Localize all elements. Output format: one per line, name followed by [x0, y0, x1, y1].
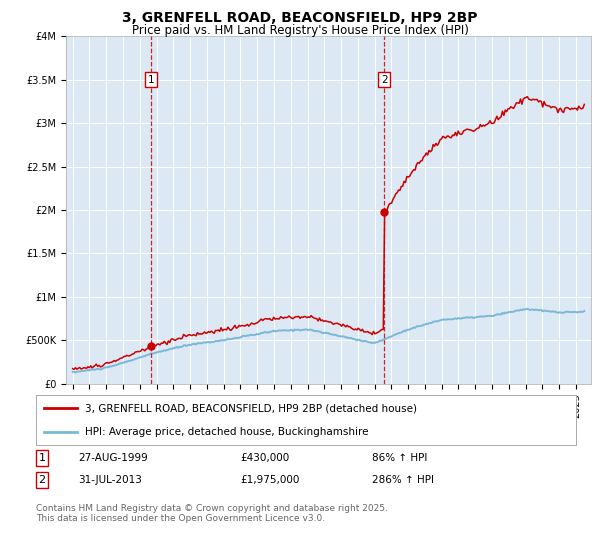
Text: 286% ↑ HPI: 286% ↑ HPI — [372, 475, 434, 485]
Text: 1: 1 — [38, 453, 46, 463]
Text: 3, GRENFELL ROAD, BEACONSFIELD, HP9 2BP: 3, GRENFELL ROAD, BEACONSFIELD, HP9 2BP — [122, 11, 478, 25]
Text: 3, GRENFELL ROAD, BEACONSFIELD, HP9 2BP (detached house): 3, GRENFELL ROAD, BEACONSFIELD, HP9 2BP … — [85, 403, 416, 413]
Text: 1: 1 — [148, 75, 154, 85]
Text: £430,000: £430,000 — [240, 453, 289, 463]
Text: Price paid vs. HM Land Registry's House Price Index (HPI): Price paid vs. HM Land Registry's House … — [131, 24, 469, 36]
Text: 31-JUL-2013: 31-JUL-2013 — [78, 475, 142, 485]
Text: 86% ↑ HPI: 86% ↑ HPI — [372, 453, 427, 463]
Text: 2: 2 — [381, 75, 388, 85]
Text: 27-AUG-1999: 27-AUG-1999 — [78, 453, 148, 463]
Text: £1,975,000: £1,975,000 — [240, 475, 299, 485]
Text: 2: 2 — [38, 475, 46, 485]
Text: HPI: Average price, detached house, Buckinghamshire: HPI: Average price, detached house, Buck… — [85, 427, 368, 437]
Text: Contains HM Land Registry data © Crown copyright and database right 2025.
This d: Contains HM Land Registry data © Crown c… — [36, 504, 388, 524]
